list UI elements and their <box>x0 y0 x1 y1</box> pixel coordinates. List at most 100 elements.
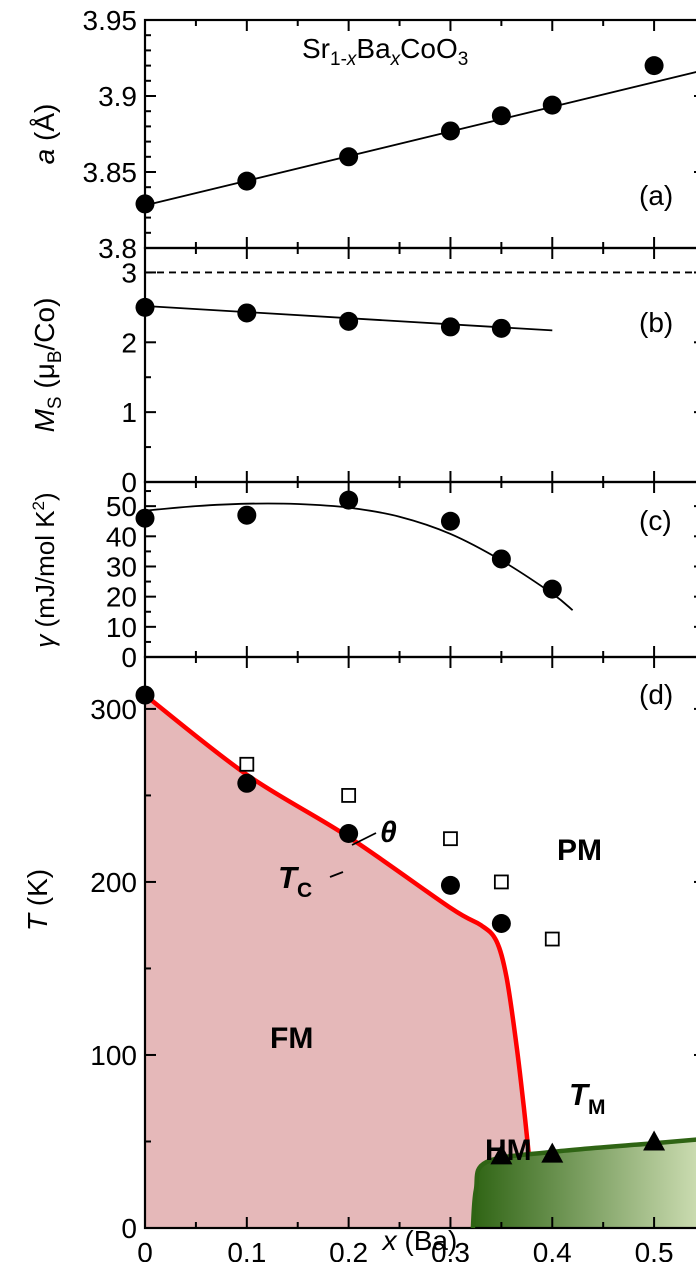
curve-label-theta: θ <box>380 816 397 849</box>
region-label-hm: HM <box>485 1134 532 1167</box>
panel-c-ylabel: γ (mJ/mol K2) <box>29 492 60 647</box>
y-tick-label: 30 <box>106 551 137 582</box>
theta-point <box>443 831 458 847</box>
x-tick-label: 0.2 <box>329 1237 368 1262</box>
panel-a-points <box>135 56 664 214</box>
y-tick-label: 3.9 <box>98 81 137 112</box>
y-tick-label: 0 <box>121 642 137 673</box>
y-tick-label: 3.95 <box>83 5 138 36</box>
region-label-fm: FM <box>270 1022 313 1055</box>
panel-c-x-ticks <box>144 482 656 657</box>
panel-d-points <box>135 685 666 1165</box>
fm-region <box>145 695 529 1228</box>
hm-region <box>472 1139 696 1228</box>
y-tick-label: 300 <box>90 694 137 725</box>
y-tick-label: 0 <box>121 1213 137 1244</box>
panel-c-points <box>135 490 562 599</box>
y-tick-label: 100 <box>90 1040 137 1071</box>
panel-b: 0 1 2 3 (b) MS (μB/Co) <box>29 246 696 498</box>
panel-a-ylabel: a (Å) <box>29 104 60 165</box>
theta-point <box>544 931 560 947</box>
y-tick-label: 10 <box>106 612 137 643</box>
curve-label-tm: TM <box>569 1077 605 1119</box>
panel-a: 3.8 3.85 3.9 3.95 Sr1-xBaxCoO3 (a) a (Å) <box>29 5 696 264</box>
panel-c-label: (c) <box>639 505 672 536</box>
panel-d-y-ticks: 0 100 200 300 <box>90 694 696 1244</box>
tc-point <box>440 875 460 895</box>
tm-point <box>490 1144 513 1165</box>
y-tick-label: 3.85 <box>83 157 138 188</box>
tm-point <box>643 1130 666 1151</box>
data-point <box>440 121 460 141</box>
panel-b-y-ticks: 0 1 2 3 <box>121 257 696 498</box>
data-point <box>644 56 664 76</box>
y-tick-label: 200 <box>90 867 137 898</box>
data-point <box>491 106 511 126</box>
label-leader-tc <box>329 871 344 878</box>
y-tick-label: 3 <box>121 257 137 288</box>
fit-line <box>144 71 696 207</box>
data-point <box>440 317 460 337</box>
y-tick-label: 2 <box>121 327 137 358</box>
data-point <box>339 311 359 331</box>
panel-a-fit-line <box>144 71 696 207</box>
panel-d-frame <box>143 655 696 1230</box>
data-point <box>542 95 562 115</box>
tc-boundary-line <box>143 693 532 1156</box>
data-point <box>440 511 460 531</box>
data-point <box>542 579 562 599</box>
tc-point <box>135 685 155 705</box>
data-point <box>135 297 155 317</box>
region-label-pm: PM <box>557 834 602 867</box>
y-tick-label: 0 <box>121 467 137 498</box>
panel-b-label: (b) <box>639 307 673 338</box>
panel-d-xlabel: x (Ba) <box>381 1225 458 1256</box>
data-point <box>491 549 511 569</box>
panel-d-x-ticks: 0 0.1 0.2 0.3 0.4 0.5 <box>137 657 674 1262</box>
panel-c-frame <box>143 480 696 659</box>
data-point <box>491 318 511 338</box>
fit-curve <box>144 502 574 611</box>
theta-point <box>239 756 255 772</box>
x-tick-label: 0.4 <box>533 1237 572 1262</box>
panel-d-regions <box>145 695 696 1228</box>
x-tick-label: 0.1 <box>227 1237 266 1262</box>
theta-point <box>493 874 509 890</box>
panel-c-fit-curve <box>144 502 574 611</box>
label-leader-theta <box>351 832 377 846</box>
y-tick-label: 40 <box>106 521 137 552</box>
data-point <box>237 303 257 323</box>
panel-d: 0 100 200 300 0 0.1 0.2 0.3 0.4 0.5 (d) PM FM HM… <box>22 655 696 1262</box>
tm-point <box>541 1142 564 1163</box>
x-tick-label: 0.3 <box>431 1237 470 1262</box>
x-tick-label: 0.5 <box>635 1237 674 1262</box>
y-tick-label: 3.8 <box>98 233 137 264</box>
panel-b-frame <box>143 246 696 484</box>
y-tick-label: 20 <box>106 582 137 613</box>
tc-point <box>339 823 359 843</box>
y-tick-label: 1 <box>121 397 137 428</box>
curve-label-tc: TC <box>278 860 312 902</box>
y-tick-label: 50 <box>106 491 137 522</box>
x-tick-label: 0 <box>137 1237 153 1262</box>
theta-point <box>341 788 357 803</box>
panel-d-label: (d) <box>639 679 673 710</box>
panel-b-x-ticks <box>144 248 656 482</box>
data-point <box>135 508 155 528</box>
panel-a-x-ticks <box>144 20 656 248</box>
tc-point <box>491 913 511 933</box>
data-point <box>135 194 155 214</box>
data-point <box>339 147 359 167</box>
data-point <box>339 490 359 510</box>
panel-a-y-ticks: 3.8 3.85 3.9 3.95 <box>83 5 696 264</box>
panel-b-points <box>135 297 511 338</box>
panel-a-label: (a) <box>639 180 673 211</box>
panel-d-ylabel: T (K) <box>22 869 53 931</box>
panel-a-title: Sr1-xBaxCoO3 <box>302 33 468 70</box>
panel-b-ylabel: MS (μB/Co) <box>29 298 66 433</box>
data-point <box>237 505 257 525</box>
tc-point <box>237 773 257 793</box>
